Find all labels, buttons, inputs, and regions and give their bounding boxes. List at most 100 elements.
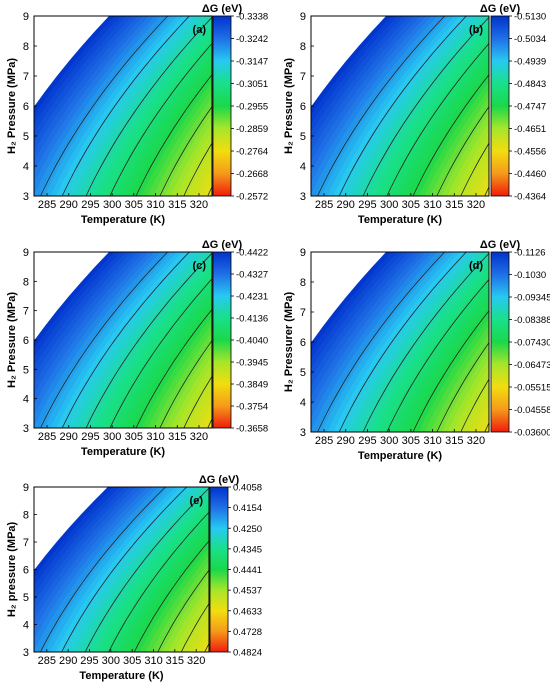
contour-line <box>135 308 212 428</box>
colorbar-tick-label: 0.4537 <box>233 586 262 597</box>
heatmap-band <box>56 16 192 196</box>
heatmap-band <box>141 82 212 196</box>
y-tick-label: 5 <box>300 367 306 379</box>
y-tick-label: 9 <box>300 247 306 259</box>
y-tick-label: 9 <box>23 247 29 259</box>
heatmap-band <box>413 310 489 432</box>
heatmap-band <box>61 16 198 196</box>
y-axis-label: H₂ Pressure (MPa) <box>283 58 295 154</box>
heatmap-band <box>350 252 486 432</box>
contour-line <box>159 340 212 428</box>
colorbar-tick-label: -0.5130 <box>514 12 546 23</box>
heatmap-band <box>190 618 209 652</box>
heatmap-band <box>338 252 475 432</box>
colorbar-tick-label: -0.07430 <box>514 338 550 349</box>
heatmap-band <box>50 487 184 652</box>
heatmap-band <box>175 364 212 428</box>
y-axis-label: H₂ Pressure (MPa) <box>6 58 18 154</box>
heatmap-band <box>55 487 189 652</box>
heatmap-band <box>441 113 489 196</box>
contour-line <box>362 16 489 196</box>
colorbar-tick-label: 0.4441 <box>233 565 262 576</box>
heatmap-band <box>452 366 489 432</box>
heatmap-band <box>247 487 380 652</box>
x-tick-label: 295 <box>81 431 99 443</box>
heatmap-band <box>458 139 489 196</box>
x-tick-label: 290 <box>60 199 78 211</box>
y-tick-label: 4 <box>300 161 306 173</box>
heatmap-field <box>311 16 489 196</box>
colorbar-tick-label: -0.08388 <box>514 315 550 326</box>
heatmap-band <box>418 318 489 432</box>
heatmap-band <box>153 97 212 196</box>
heatmap-band <box>447 121 489 196</box>
x-tick-label: 305 <box>402 199 420 211</box>
heatmap-band <box>424 325 489 432</box>
heatmap-band <box>252 487 385 652</box>
x-tick-label: 320 <box>190 199 208 211</box>
x-tick-label: 320 <box>187 655 205 667</box>
colorbar <box>490 15 510 197</box>
heatmap-band <box>263 487 396 652</box>
y-tick-label: 8 <box>300 41 306 53</box>
heatmap-band <box>280 487 413 652</box>
colorbar-tick-label: 0.4345 <box>233 544 262 555</box>
x-tick-label: 295 <box>358 199 376 211</box>
x-axis-label: Temperature (K) <box>79 670 163 682</box>
colorbar-tick-label: -0.4939 <box>514 57 546 68</box>
heatmap-band <box>44 252 181 428</box>
x-tick-label: 310 <box>146 199 164 211</box>
heatmap-band <box>344 16 480 196</box>
heatmap-band <box>158 105 212 196</box>
colorbar-tick-label: 0.4728 <box>233 627 262 638</box>
heatmap-band <box>34 16 169 196</box>
contour-line <box>108 511 209 652</box>
y-tick-label: 7 <box>300 71 306 83</box>
contour-line <box>460 378 489 432</box>
heatmap-band <box>435 105 489 196</box>
heatmap-band <box>187 382 212 428</box>
heatmap-band <box>193 392 212 428</box>
contour-line <box>180 602 209 652</box>
heatmap-band <box>481 180 489 196</box>
y-axis-label: H₂ Pressure (MPa) <box>6 292 18 388</box>
heatmap-band <box>78 487 209 652</box>
colorbar-tick-label: -0.06473 <box>514 360 550 371</box>
heatmap-band <box>134 540 209 652</box>
colorbar-tick-label: -0.3338 <box>236 12 268 23</box>
heatmap-band <box>179 600 209 652</box>
x-axis-label: Temperature (K) <box>81 446 165 458</box>
x-axis-label: Temperature (K) <box>358 450 442 462</box>
x-tick-label: 315 <box>166 655 184 667</box>
colorbar-title: ΔG (eV) <box>480 239 521 251</box>
contour-line <box>61 487 187 652</box>
heatmap-band <box>481 416 489 432</box>
colorbar-tick-label: 0.4058 <box>233 483 262 494</box>
heatmap-band <box>204 180 212 196</box>
x-tick-label: 310 <box>146 431 164 443</box>
colorbar-tick-label: -0.3147 <box>236 57 268 68</box>
colorbar-tick-label: -0.4231 <box>236 292 268 303</box>
heatmap-band <box>464 149 489 196</box>
y-tick-label: 8 <box>23 510 29 522</box>
contour-line <box>133 540 209 652</box>
x-tick-label: 305 <box>125 199 143 211</box>
heatmap-band <box>78 252 212 428</box>
x-tick-label: 320 <box>190 431 208 443</box>
colorbar-tick-label: -0.2955 <box>236 102 268 113</box>
panel-label: (c) <box>193 260 207 272</box>
heatmap-band <box>344 252 480 432</box>
colorbar-tick-label: -0.2572 <box>236 192 268 203</box>
heatmap-band <box>187 149 212 196</box>
colorbar-tick-label: -0.03600 <box>514 428 550 439</box>
heatmap-band <box>164 347 212 428</box>
panel-label: (d) <box>469 260 483 272</box>
heatmap-band <box>34 252 169 428</box>
y-tick-label: 8 <box>23 276 29 288</box>
y-tick-label: 3 <box>300 427 306 439</box>
heatmap-band <box>424 89 489 196</box>
contour-line <box>362 252 489 432</box>
contour-line <box>135 74 212 196</box>
panel-label: (a) <box>193 24 207 36</box>
panel-label: (e) <box>190 495 204 507</box>
